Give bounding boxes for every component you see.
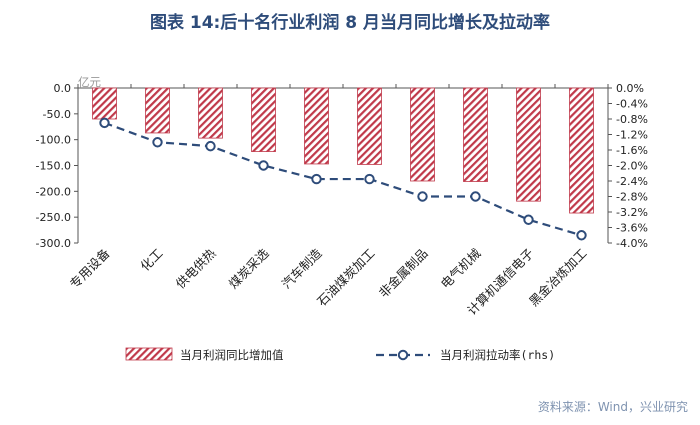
chart-title: 图表 14:后十名行业利润 8 月当月同比增长及拉动率 bbox=[149, 13, 551, 33]
line-point-7 bbox=[470, 191, 481, 202]
line-point-0 bbox=[99, 117, 110, 129]
category-label: 非金属制品 bbox=[376, 246, 431, 301]
right-tick-label: -2.8% bbox=[616, 191, 648, 204]
legend-bar-swatch bbox=[125, 347, 173, 361]
line-point-9 bbox=[576, 230, 587, 241]
legend-bar-label: 当月利润同比增加值 bbox=[180, 348, 284, 362]
right-tick-label: -0.8% bbox=[616, 113, 648, 126]
right-tick-label: -2.0% bbox=[616, 160, 648, 173]
bar-0 bbox=[92, 87, 117, 120]
right-tick-label: -3.6% bbox=[616, 222, 648, 235]
category-label: 专用设备 bbox=[67, 245, 113, 291]
left-tick-label: -100.0 bbox=[36, 134, 71, 147]
right-tick-label: -1.6% bbox=[616, 144, 648, 157]
pull-rate-line bbox=[104, 121, 582, 237]
line-point-4 bbox=[311, 173, 322, 185]
bar-7 bbox=[463, 87, 488, 182]
line-point-1 bbox=[152, 137, 163, 148]
category-label: 电气机械 bbox=[438, 245, 484, 291]
category-label: 煤炭采选 bbox=[226, 245, 272, 291]
line-point-2 bbox=[205, 140, 216, 152]
bar-1 bbox=[145, 87, 170, 134]
left-tick-label: 0.0 bbox=[54, 82, 72, 95]
bar-4 bbox=[304, 87, 329, 165]
category-label: 汽车制造 bbox=[279, 245, 325, 291]
line-point-8 bbox=[523, 214, 534, 225]
left-tick-label: -300.0 bbox=[36, 237, 71, 250]
bar-3 bbox=[251, 87, 276, 152]
bar-8 bbox=[516, 87, 541, 202]
category-label: 化工 bbox=[137, 246, 165, 274]
category-label: 供电供热 bbox=[173, 245, 219, 291]
line-point-3 bbox=[258, 160, 269, 171]
legend-line-marker bbox=[397, 349, 409, 361]
bar-6 bbox=[410, 87, 435, 182]
source-note: 资料来源：Wind，兴业研究 bbox=[537, 400, 688, 414]
right-tick-label: -2.4% bbox=[616, 175, 648, 188]
right-tick-label: -0.4% bbox=[616, 98, 648, 111]
bar-5 bbox=[357, 87, 382, 165]
left-tick-label: -50.0 bbox=[43, 108, 71, 121]
right-tick-label: -4.0% bbox=[616, 237, 648, 250]
right-tick-label: 0.0% bbox=[616, 82, 644, 95]
left-axis-unit: 亿元 bbox=[78, 75, 101, 89]
line-point-5 bbox=[364, 173, 375, 185]
line-point-6 bbox=[417, 191, 428, 202]
left-tick-label: -250.0 bbox=[36, 211, 71, 224]
bar-9 bbox=[569, 87, 594, 214]
right-tick-label: -3.2% bbox=[616, 206, 648, 219]
right-tick-label: -1.2% bbox=[616, 129, 648, 142]
bar-2 bbox=[198, 87, 223, 139]
left-tick-label: -200.0 bbox=[36, 185, 71, 198]
legend-line-label: 当月利润拉动率(rhs) bbox=[440, 348, 555, 362]
left-tick-label: -150.0 bbox=[36, 160, 71, 173]
